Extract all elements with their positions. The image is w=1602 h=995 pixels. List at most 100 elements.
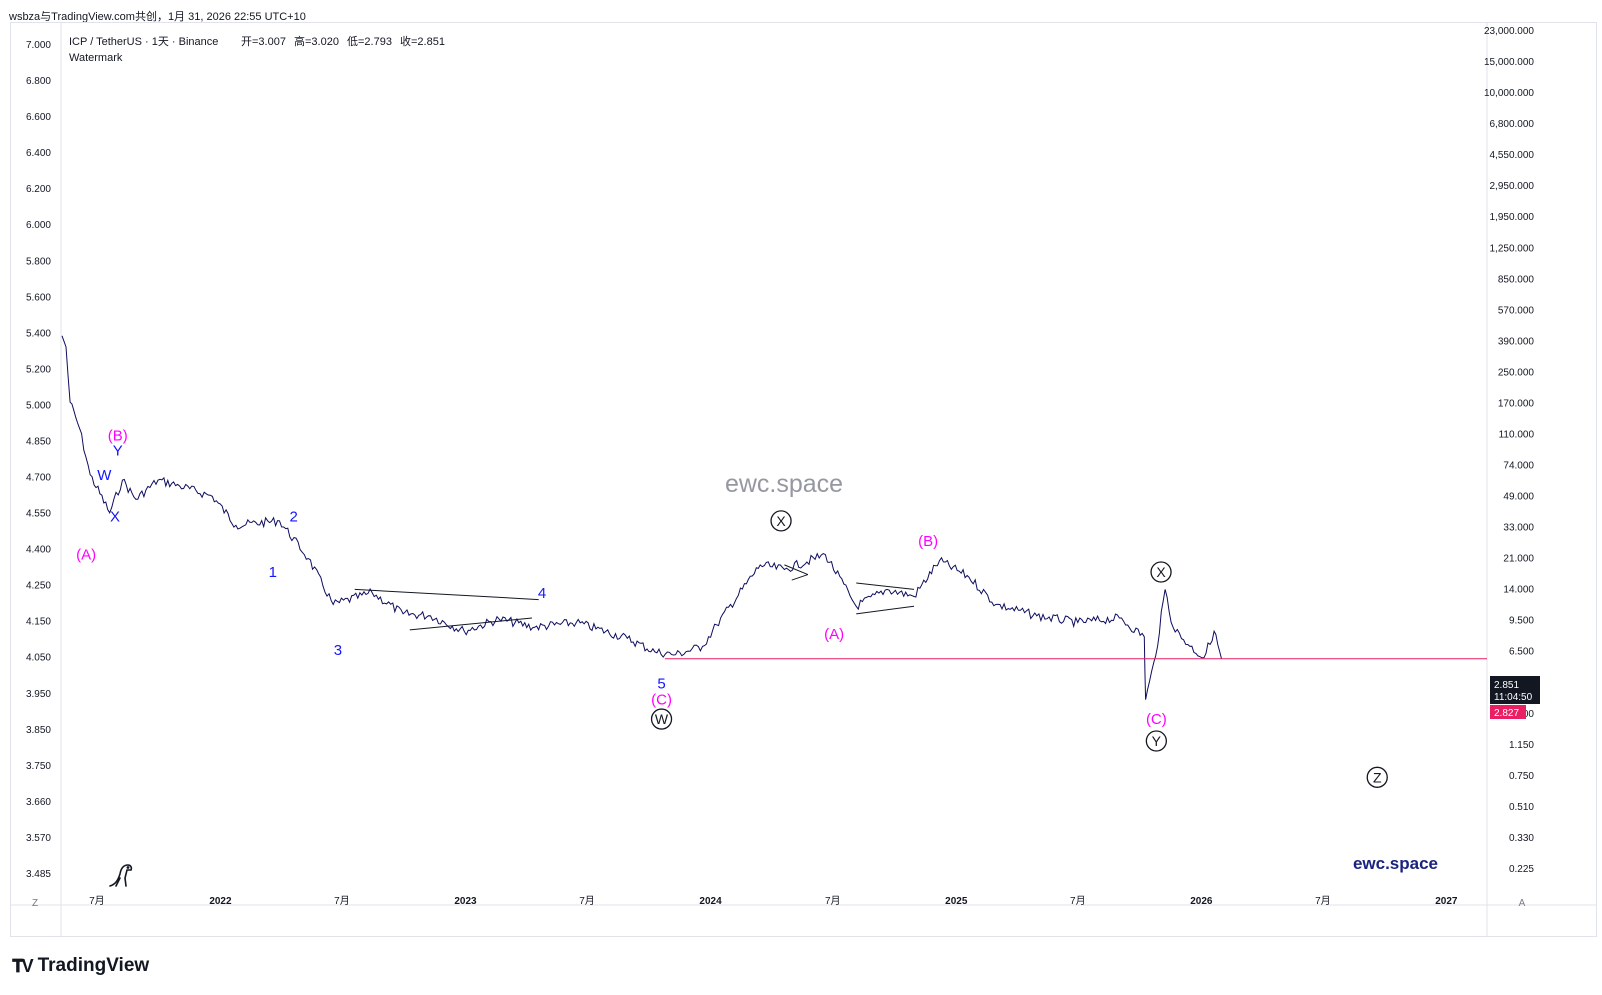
right-axis-tick-label: 74.000: [1503, 461, 1534, 472]
legend-symbol: ICP / TetherUS · 1天 · Binance: [69, 36, 218, 48]
dino-icon: [109, 864, 133, 887]
left-axis-tick-label: 6.800: [26, 76, 51, 87]
time-axis-tick-label: 2025: [945, 896, 968, 907]
right-axis-tick-label: 9.500: [1509, 616, 1534, 627]
left-axis-tick-label: 6.200: [26, 184, 51, 195]
left-axis-tick-label: 4.400: [26, 545, 51, 556]
wave-circle-marker: [1145, 730, 1168, 752]
time-axis-tick-label: 2024: [699, 896, 722, 907]
left-axis-tick-label: 4.850: [26, 436, 51, 447]
wave-label: (A): [824, 626, 844, 643]
right-axis-tick-label: 850.000: [1498, 274, 1535, 285]
right-axis-tick-label: 6,800.000: [1490, 119, 1535, 130]
trendline[interactable]: [856, 582, 915, 590]
wave-label: X: [1156, 564, 1166, 580]
trendline[interactable]: [784, 564, 809, 576]
right-axis-tick-label: 10,000.000: [1484, 88, 1534, 99]
wave-circle-marker: [1366, 766, 1388, 788]
right-axis-tick-label: 0.510: [1509, 802, 1534, 813]
left-axis-tick-label: 6.000: [26, 220, 51, 231]
right-axis-tick-label: 390.000: [1498, 336, 1535, 347]
left-axis-tick-label: 3.485: [26, 869, 51, 880]
price-series-line: [61, 335, 1222, 700]
right-axis-tick-label: 110.000: [1499, 429, 1535, 440]
time-axis-tick-label: 7月: [1315, 895, 1331, 907]
right-axis-tick-label: 49.000: [1503, 492, 1534, 503]
left-axis-tick-label: 5.400: [26, 328, 51, 339]
timezone-z-button[interactable]: Z: [32, 898, 38, 909]
trendline[interactable]: [354, 588, 539, 601]
left-axis-tick-label: 6.600: [26, 112, 51, 123]
right-axis-tick-label: 1.150: [1509, 740, 1534, 751]
current-price-label: 2.851 11:04:50: [1490, 676, 1540, 704]
tradingview-logo-icon: 𝐓V: [12, 955, 34, 976]
center-watermark: ewc.space: [725, 470, 843, 498]
right-axis-tick-label: 0.225: [1509, 864, 1534, 875]
left-axis-tick-label: 4.250: [26, 581, 51, 592]
tradingview-brand[interactable]: 𝐓V TradingView: [12, 955, 149, 977]
right-axis-tick-label: 14.000: [1503, 585, 1534, 596]
wave-label: Y: [113, 442, 123, 459]
left-axis-tick-label: 4.150: [26, 617, 51, 628]
wave-label: 1: [269, 564, 277, 581]
wave-label: 3: [334, 642, 342, 659]
legend-high: 高=3.020: [294, 34, 339, 48]
right-axis-tick-label: 1,250.000: [1490, 243, 1535, 254]
left-axis-tick-label: 3.570: [26, 833, 51, 844]
right-axis-tick-label: 4,550.000: [1490, 150, 1535, 161]
time-axis-tick-label: 7月: [1070, 895, 1086, 907]
wave-label: 5: [657, 675, 665, 692]
time-axis-tick-label: 2023: [454, 896, 477, 907]
wave-label: Z: [1373, 769, 1382, 785]
legend-watermark-line: Watermark: [69, 52, 123, 64]
left-axis-tick-label: 5.200: [26, 364, 51, 375]
wave-circle-marker: [1150, 561, 1172, 583]
trendline[interactable]: [409, 617, 533, 631]
auto-scale-button[interactable]: A: [1519, 898, 1526, 909]
right-axis-tick-label: 2,950.000: [1490, 181, 1535, 192]
left-axis-tick-label: 5.800: [26, 256, 51, 267]
wave-label: (B): [108, 428, 128, 445]
left-axis-tick-label: 3.660: [26, 797, 51, 808]
brand-name: TradingView: [37, 955, 150, 976]
right-axis-tick-label: 1,950.000: [1490, 212, 1535, 223]
chart-frame: [10, 22, 1597, 937]
legend-open: 开=3.007: [241, 36, 286, 48]
time-axis-tick-label: 2026: [1190, 896, 1213, 907]
wave-label: (A): [76, 547, 96, 564]
right-axis-tick-label: 0.750: [1509, 771, 1534, 782]
right-axis-tick-label: 23,000.000: [1484, 26, 1534, 37]
wave-label: 2: [289, 509, 297, 526]
legend-low: 低=2.793: [347, 35, 392, 48]
right-axis-tick-label: 6.500: [1509, 647, 1534, 658]
left-axis-tick-label: 5.600: [26, 292, 51, 303]
wave-label: X: [776, 513, 786, 529]
wave-circle-marker: [770, 510, 792, 532]
time-axis-tick-label: 7月: [334, 895, 350, 907]
left-axis-tick-label: 4.700: [26, 473, 51, 484]
wave-label: X: [110, 509, 120, 526]
left-axis-tick-label: 3.750: [26, 761, 51, 772]
time-axis-tick-label: 2022: [209, 896, 232, 907]
alt-price-value: 2.827: [1494, 708, 1519, 719]
left-axis-tick-label: 4.050: [26, 653, 51, 664]
time-axis-tick-label: 7月: [579, 895, 595, 907]
right-axis-tick-label: 170.000: [1498, 398, 1535, 409]
right-axis-tick-label: 33.000: [1503, 523, 1534, 534]
wave-label: (B): [918, 533, 938, 550]
legend-close: 收=2.851: [400, 34, 445, 48]
bar-countdown: 11:04:50: [1494, 692, 1533, 703]
corner-watermark: ewc.space: [1353, 854, 1438, 873]
left-axis-tick-label: 6.400: [26, 148, 51, 159]
right-axis-tick-label: 15,000.000: [1484, 57, 1534, 68]
left-axis-tick-label: 3.950: [26, 689, 51, 700]
time-axis-tick-label: 2027: [1435, 896, 1458, 907]
left-axis-tick-label: 4.550: [26, 509, 51, 520]
trendline[interactable]: [791, 574, 809, 581]
wave-label: (C): [1146, 711, 1167, 728]
right-axis-tick-label: 0.330: [1509, 833, 1534, 844]
alt-price-label: 2.827: [1490, 705, 1526, 719]
trendline[interactable]: [856, 605, 915, 615]
wave-label: (C): [651, 692, 672, 709]
